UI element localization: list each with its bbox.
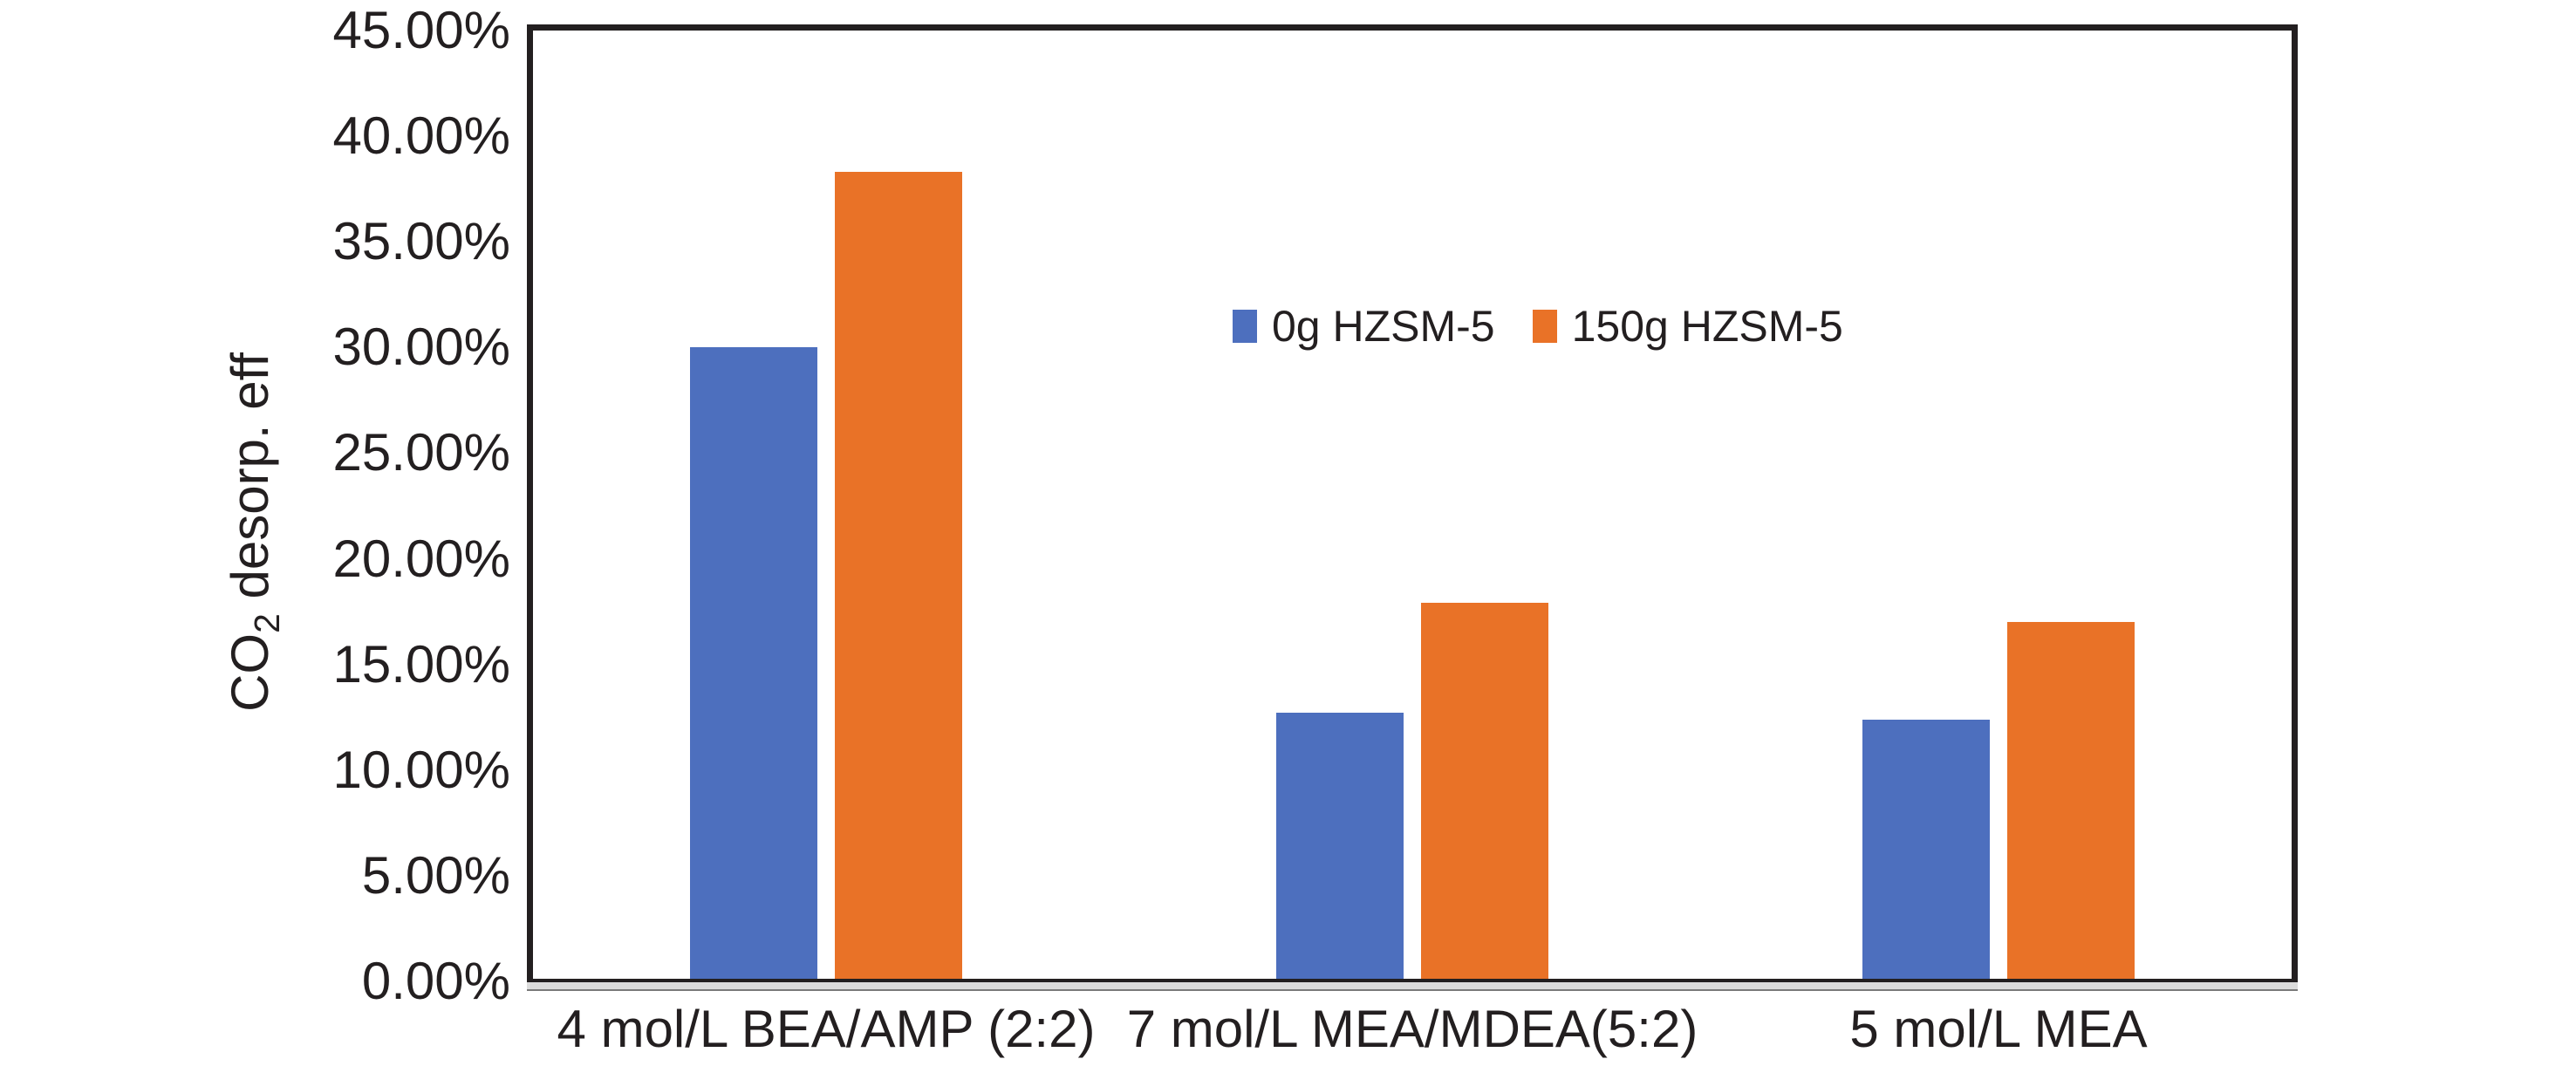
y-tick-label: 10.00%	[332, 740, 511, 799]
legend: 0g HZSM-5 150g HZSM-5	[1233, 303, 1843, 350]
legend-label: 150g HZSM-5	[1571, 302, 1843, 351]
bar-150g-hzsm-5	[1421, 603, 1548, 981]
x-category-label: 7 mol/L MEA/MDEA(5:2)	[1126, 1000, 1698, 1058]
y-tick-label: 20.00%	[332, 529, 511, 588]
y-tick-label: 0.00%	[361, 952, 510, 1010]
legend-item-0g-hzsm-5: 0g HZSM-5	[1233, 304, 1495, 348]
y-axis-title-subscript: 2	[247, 613, 287, 633]
y-tick-label: 5.00%	[361, 845, 510, 905]
y-tick-label: 15.00%	[332, 634, 511, 694]
x-axis-line	[527, 979, 2298, 991]
legend-swatch	[1532, 310, 1557, 343]
y-tick-label: 25.00%	[332, 423, 511, 482]
y-tick-label: 30.00%	[332, 318, 511, 377]
y-tick-label: 45.00%	[332, 1, 511, 59]
bar-150g-hzsm-5	[835, 172, 962, 981]
legend-swatch	[1233, 310, 1257, 343]
bar-150g-hzsm-5	[2007, 622, 2135, 981]
bars-layer	[533, 31, 2292, 981]
bar-0g-hzsm-5	[1862, 719, 1990, 981]
plot-area	[527, 24, 2298, 988]
y-tick-label: 35.00%	[332, 212, 511, 271]
y-tick-label: 40.00%	[332, 106, 511, 166]
x-category-label: 4 mol/L BEA/AMP (2:2)	[557, 1000, 1096, 1058]
x-category-label: 5 mol/L MEA	[1849, 1000, 2148, 1058]
legend-item-150g-hzsm-5: 150g HZSM-5	[1532, 302, 1843, 351]
bar-0g-hzsm-5	[690, 347, 817, 981]
legend-label: 0g HZSM-5	[1272, 302, 1495, 351]
bar-0g-hzsm-5	[1276, 713, 1404, 981]
